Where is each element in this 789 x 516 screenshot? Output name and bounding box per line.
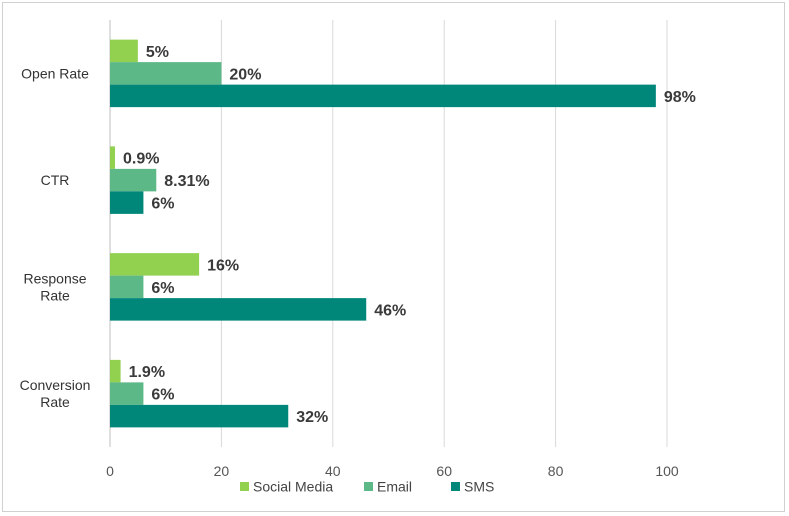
category-label-3-0: Conversion (20, 377, 91, 393)
x-tick-label-100: 100 (655, 463, 679, 479)
data-label-social-media-2: 16% (207, 257, 239, 274)
data-label-sms-2: 46% (374, 302, 406, 319)
data-label-sms-1: 6% (151, 196, 174, 213)
legend-label-email: Email (377, 479, 412, 495)
data-label-social-media-1: 0.9% (123, 151, 159, 168)
data-label-sms-0: 98% (664, 89, 696, 106)
bar-sms-2 (110, 298, 367, 321)
data-label-social-media-3: 1.9% (129, 364, 165, 381)
category-label-3-1: Rate (40, 394, 70, 410)
x-tick-label-80: 80 (548, 463, 564, 479)
bar-email-0 (110, 62, 222, 85)
category-label-0-0: Open Rate (21, 65, 89, 81)
bar-email-3 (110, 382, 144, 405)
bar-sms-3 (110, 404, 289, 428)
category-label-2-1: Rate (40, 287, 70, 303)
bar-email-1 (110, 168, 157, 192)
legend-label-social-media: Social Media (253, 479, 333, 495)
category-label-1-0: CTR (41, 172, 70, 188)
bar-social-media-2 (110, 253, 200, 276)
legend-swatch-social-media (240, 482, 249, 491)
bar-sms-0 (110, 84, 656, 108)
category-label-2-0: Response (23, 270, 86, 286)
bar-social-media-0 (110, 39, 138, 63)
data-label-email-3: 6% (151, 387, 174, 404)
bar-social-media-3 (110, 359, 121, 383)
data-label-sms-3: 32% (296, 409, 328, 426)
legend-label-sms: SMS (464, 479, 494, 495)
x-tick-label-60: 60 (436, 463, 452, 479)
data-label-email-2: 6% (151, 280, 174, 297)
data-label-email-0: 20% (229, 66, 261, 83)
x-tick-label-0: 0 (106, 463, 114, 479)
bar-social-media-1 (110, 146, 116, 169)
bar-sms-1 (110, 191, 144, 214)
data-label-email-1: 8.31% (164, 173, 209, 190)
legend-swatch-sms (451, 482, 460, 491)
data-label-social-media-0: 5% (146, 44, 169, 61)
bar-email-2 (110, 275, 144, 299)
legend-swatch-email (364, 482, 373, 491)
x-tick-label-40: 40 (325, 463, 341, 479)
x-tick-label-20: 20 (214, 463, 230, 479)
